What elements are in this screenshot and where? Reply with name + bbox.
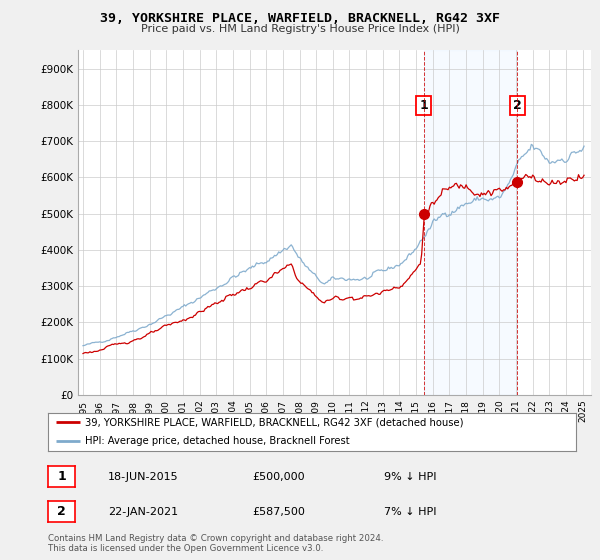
- Text: 22-JAN-2021: 22-JAN-2021: [108, 507, 178, 517]
- Text: 2: 2: [512, 99, 521, 112]
- Bar: [424, 50, 517, 395]
- Text: £500,000: £500,000: [252, 472, 305, 482]
- Text: £587,500: £587,500: [252, 507, 305, 517]
- Text: Price paid vs. HM Land Registry's House Price Index (HPI): Price paid vs. HM Land Registry's House …: [140, 24, 460, 34]
- Text: 39, YORKSHIRE PLACE, WARFIELD, BRACKNELL, RG42 3XF (detached house): 39, YORKSHIRE PLACE, WARFIELD, BRACKNELL…: [85, 417, 463, 427]
- Text: HPI: Average price, detached house, Bracknell Forest: HPI: Average price, detached house, Brac…: [85, 436, 350, 446]
- Text: 39, YORKSHIRE PLACE, WARFIELD, BRACKNELL, RG42 3XF: 39, YORKSHIRE PLACE, WARFIELD, BRACKNELL…: [100, 12, 500, 25]
- Text: 7% ↓ HPI: 7% ↓ HPI: [384, 507, 437, 517]
- Text: 1: 1: [419, 99, 428, 112]
- Text: Contains HM Land Registry data © Crown copyright and database right 2024.
This d: Contains HM Land Registry data © Crown c…: [48, 534, 383, 553]
- Text: 1: 1: [57, 470, 66, 483]
- Text: 9% ↓ HPI: 9% ↓ HPI: [384, 472, 437, 482]
- Text: 18-JUN-2015: 18-JUN-2015: [108, 472, 179, 482]
- Text: 2: 2: [57, 505, 66, 519]
